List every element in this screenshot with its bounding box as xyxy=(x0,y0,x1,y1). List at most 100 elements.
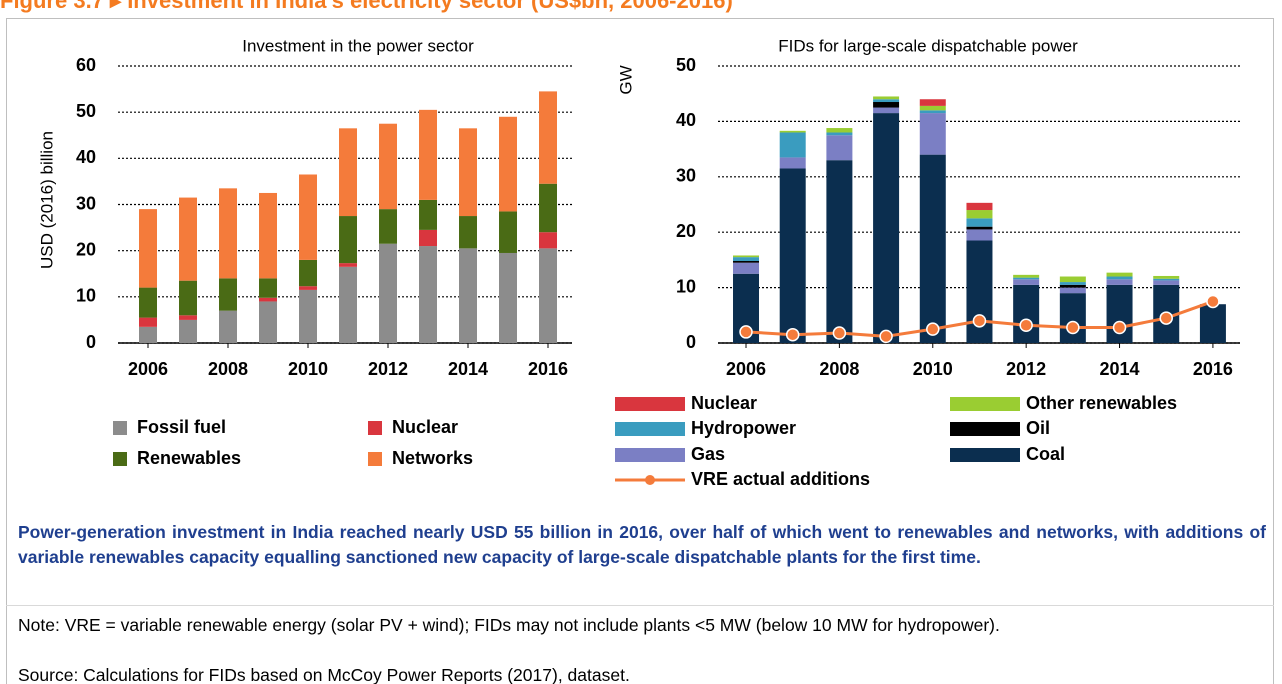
source: Source: Calculations for FIDs based on M… xyxy=(18,665,630,684)
x-tick-label: 2012 xyxy=(1006,359,1046,379)
bar-segment xyxy=(779,130,806,133)
bar-segment xyxy=(966,210,993,219)
bar-segment xyxy=(139,209,157,288)
y-tick-label: 20 xyxy=(76,239,96,259)
line-point xyxy=(1019,318,1033,333)
bar-segment xyxy=(1153,275,1180,279)
bar-segment xyxy=(539,232,557,249)
x-tick-label: 2016 xyxy=(528,359,568,379)
bar-segment xyxy=(1106,284,1133,343)
bar-segment xyxy=(179,319,197,343)
caption: Power-generation investment in India rea… xyxy=(18,522,1266,567)
bar-segment xyxy=(733,261,760,263)
x-tick-label: 2006 xyxy=(726,359,766,379)
legend-swatch xyxy=(950,422,1020,436)
bar-segment xyxy=(459,216,477,249)
legend-swatch xyxy=(368,452,382,466)
legend-label: Nuclear xyxy=(691,393,757,413)
bar-segment xyxy=(1153,278,1180,281)
bar-segment xyxy=(1059,276,1086,283)
bar-segment xyxy=(139,326,157,343)
legend-label: Fossil fuel xyxy=(137,417,226,437)
legend-swatch xyxy=(615,397,685,411)
bar-segment xyxy=(1106,276,1133,280)
legend-swatch xyxy=(950,448,1020,462)
bar-segment xyxy=(499,252,517,343)
y-tick-label: 50 xyxy=(76,101,96,121)
legend-swatch xyxy=(113,452,127,466)
legend-swatch xyxy=(615,448,685,462)
y-tick-label: 10 xyxy=(76,286,96,306)
x-tick-label: 2010 xyxy=(288,359,328,379)
bar-segment xyxy=(419,229,437,247)
charts: Investment in the power sector USD (2016)… xyxy=(37,36,1240,489)
bar-segment xyxy=(826,160,853,343)
bar-segment xyxy=(873,102,900,108)
chart-title: FIDs for large-scale dispatchable power xyxy=(778,36,1078,55)
line-point xyxy=(879,329,893,344)
bar-segment xyxy=(539,248,557,343)
separator xyxy=(6,605,1274,606)
note: Note: VRE = variable renewable energy (s… xyxy=(18,615,1000,635)
x-tick-label: 2010 xyxy=(913,359,953,379)
bar-segment xyxy=(299,174,317,260)
legend-label: Coal xyxy=(1026,444,1065,464)
bar-segment xyxy=(219,188,237,279)
bar-segment xyxy=(179,315,197,320)
y-tick-label: 10 xyxy=(676,276,696,296)
bar-segment xyxy=(919,110,946,114)
bar-segment xyxy=(966,202,993,211)
legend-label: Renewables xyxy=(137,448,241,468)
bar-segment xyxy=(826,132,853,136)
x-tick-label: 2016 xyxy=(1193,359,1233,379)
x-tick-label: 2008 xyxy=(208,359,248,379)
bar-segment xyxy=(459,128,477,217)
legend-swatch xyxy=(645,475,655,485)
bar-segment xyxy=(339,216,357,264)
y-tick-label: 0 xyxy=(86,332,96,352)
y-tick-label: 50 xyxy=(676,55,696,75)
bar-segment xyxy=(1199,304,1226,343)
bar-segment xyxy=(419,199,437,230)
bar-segment xyxy=(1059,293,1086,343)
line-point xyxy=(1066,320,1080,335)
x-tick-label: 2014 xyxy=(1100,359,1140,379)
bar-segment xyxy=(1013,277,1040,280)
bar-segment xyxy=(499,211,517,253)
x-tick-label: 2014 xyxy=(448,359,488,379)
bar-segment xyxy=(919,99,946,106)
bar-segment xyxy=(219,278,237,311)
legend-label: Oil xyxy=(1026,418,1050,438)
legend-label: Gas xyxy=(691,444,725,464)
bar-segment xyxy=(299,286,317,290)
bar-segment xyxy=(733,255,760,258)
bar-segment xyxy=(379,209,397,244)
legend-label: Other renewables xyxy=(1026,393,1177,413)
bar-segment xyxy=(379,123,397,210)
bar-segment xyxy=(966,229,993,241)
x-tick-label: 2012 xyxy=(368,359,408,379)
bar-segment xyxy=(1106,272,1133,277)
bar-segment xyxy=(179,197,197,281)
bar-segment xyxy=(1059,284,1086,288)
y-tick-label: 30 xyxy=(76,193,96,213)
line-point xyxy=(1112,320,1127,335)
bar-segment xyxy=(826,135,853,161)
line-point xyxy=(739,325,753,339)
bar-segment xyxy=(873,113,900,343)
bar-segment xyxy=(499,116,517,212)
bar-segment xyxy=(259,278,277,298)
legend-swatch xyxy=(368,421,382,435)
y-axis-label: GW xyxy=(616,65,635,94)
bar-segment xyxy=(966,240,993,343)
bar-segment xyxy=(539,183,557,233)
bar-segment xyxy=(219,310,237,343)
bar-segment xyxy=(966,226,993,230)
bar-segment xyxy=(539,91,557,184)
bar-segment xyxy=(826,128,853,133)
bar-segment xyxy=(779,168,806,343)
bar-segment xyxy=(873,99,900,103)
bar-segment xyxy=(339,266,357,343)
bar-segment xyxy=(259,301,277,343)
